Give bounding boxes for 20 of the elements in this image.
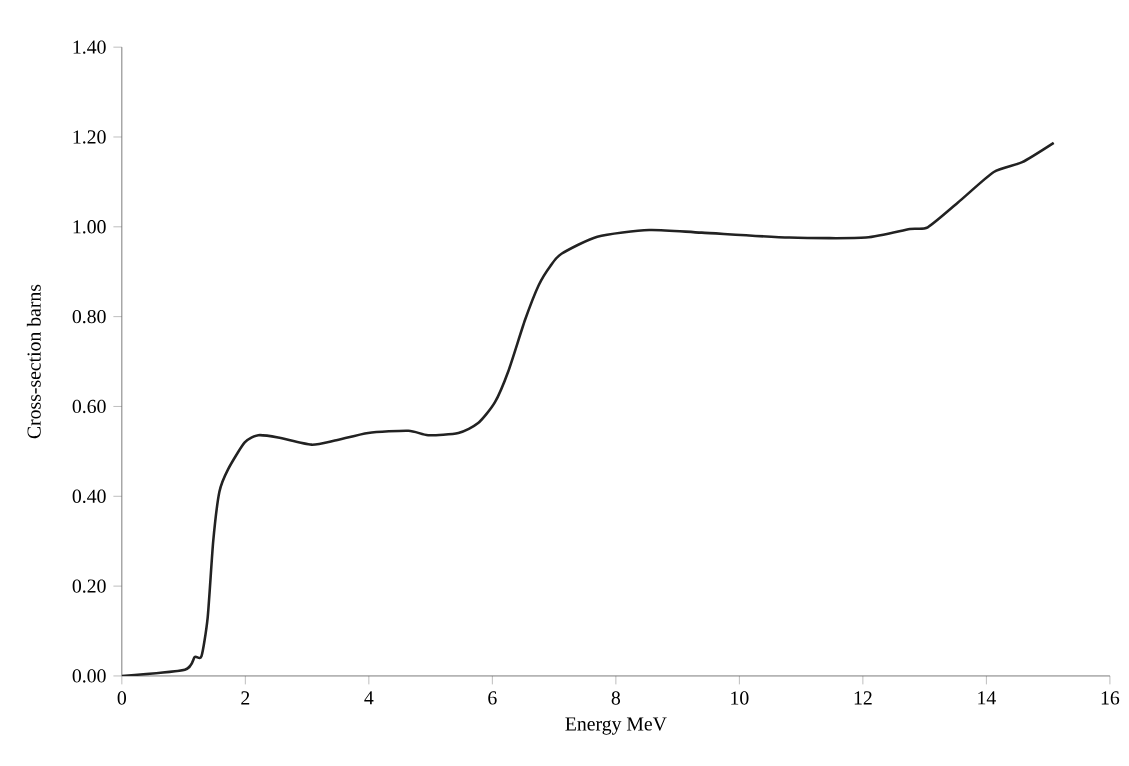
y-tick-label: 1.00: [73, 220, 106, 234]
x-tick-label: 12: [854, 691, 872, 705]
y-tick-label: 0.00: [72, 669, 106, 683]
y-tick-label: 0.40: [72, 489, 106, 504]
y-tick-label: 0.60: [72, 399, 106, 414]
line-series: [121, 141, 1055, 677]
y-axis-title: Cross-section barns: [26, 284, 41, 439]
x-tick-label: 0: [117, 691, 127, 705]
y-tick-label: 0.80: [72, 310, 106, 324]
x-tick-label: 10: [731, 691, 749, 705]
x-tick-label: 2: [241, 691, 250, 705]
x-tick-label: 4: [364, 691, 374, 705]
y-tick-label: 1.20: [73, 130, 106, 144]
x-tick-label: 14: [978, 691, 996, 705]
x-tick-label: 8: [611, 691, 621, 705]
y-tick-label: 1.40: [73, 40, 106, 54]
x-axis-title: Energy MeV: [565, 717, 667, 735]
x-tick-label: 16: [1101, 691, 1120, 705]
y-tick-label: 0.20: [72, 579, 106, 593]
x-tick-label: 6: [488, 691, 497, 705]
